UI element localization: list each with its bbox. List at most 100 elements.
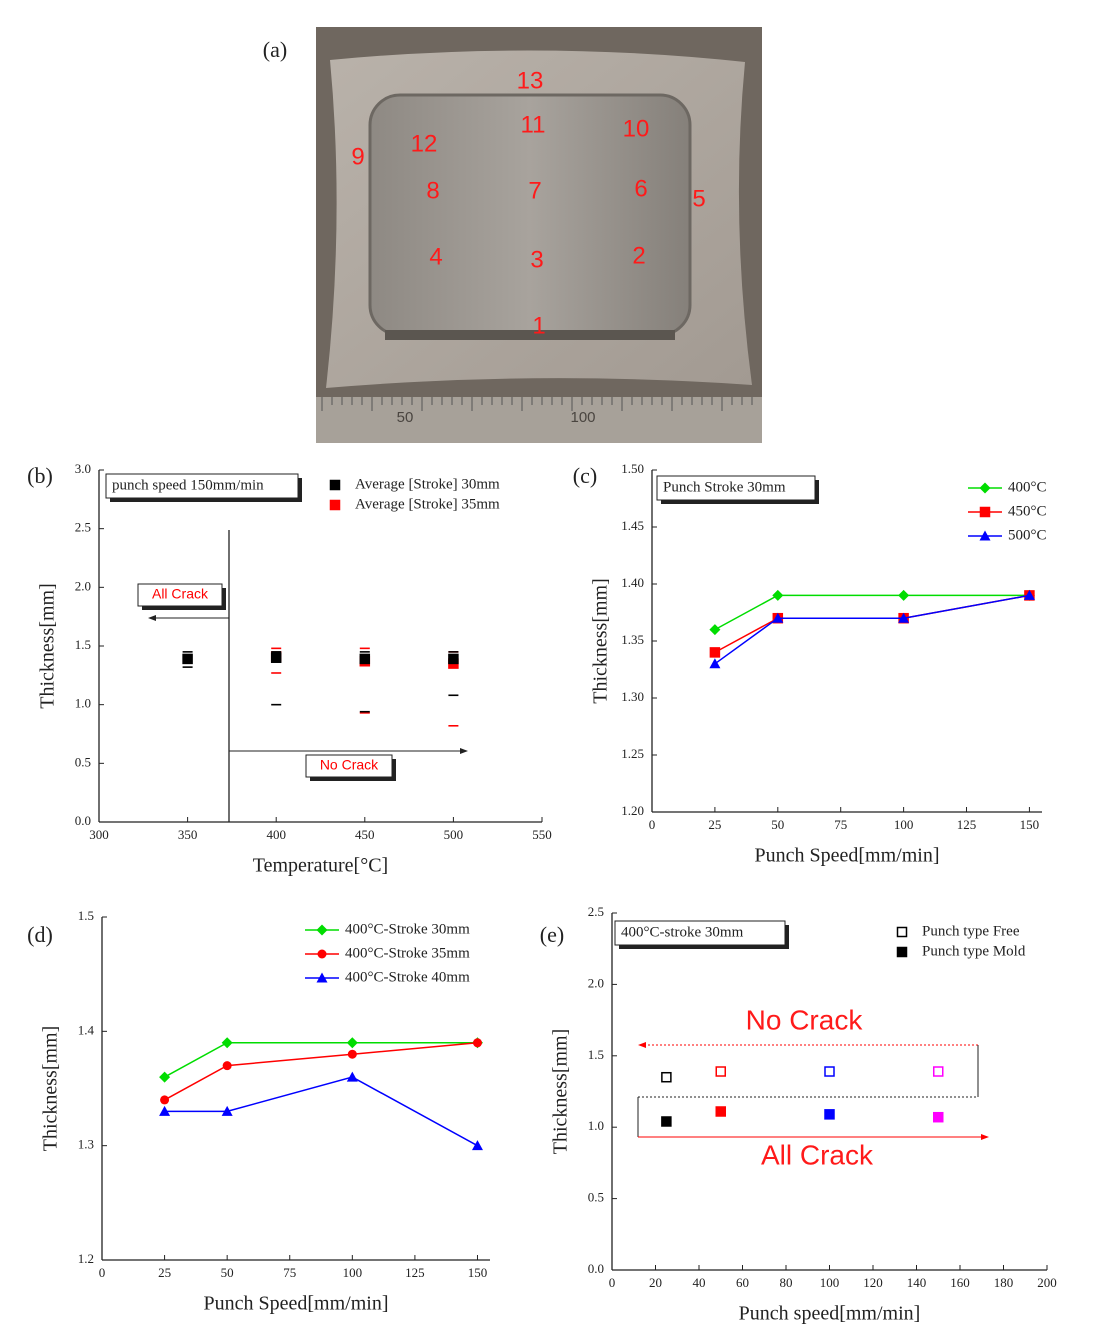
series-line — [714, 594, 1030, 631]
x-tick-label: 140 — [907, 1275, 927, 1290]
chart-title: 400°C-stroke 30mm — [621, 924, 744, 940]
marker — [933, 1111, 944, 1123]
point-number: 9 — [351, 143, 364, 170]
x-tick-label: 150 — [1020, 817, 1040, 832]
marker — [715, 1066, 726, 1077]
marker — [709, 647, 721, 658]
point-number: 2 — [632, 242, 645, 269]
x-tick-label: 125 — [405, 1265, 425, 1280]
x-tick-label: 400 — [266, 827, 286, 842]
x-tick-label: 200 — [1037, 1275, 1057, 1290]
x-tick-label: 40 — [693, 1275, 706, 1290]
y-axis-title: Thickness[mm] — [40, 1026, 62, 1152]
legend-marker — [317, 949, 327, 959]
legend-label: 500°C — [1008, 527, 1047, 543]
annotation: No Crack — [746, 1004, 864, 1035]
marker — [471, 1140, 483, 1151]
marker — [160, 1095, 170, 1105]
x-tick-label: 100 — [343, 1265, 363, 1280]
annotation-box — [305, 754, 393, 778]
marker — [359, 653, 371, 665]
x-tick-label: 125 — [957, 817, 977, 832]
panel-label: (a) — [263, 37, 287, 62]
x-axis-title: Punch Speed[mm/min] — [204, 1293, 389, 1315]
ruler-label: 100 — [570, 409, 595, 426]
legend-marker — [896, 946, 908, 958]
x-axis-title: Punch Speed[mm/min] — [755, 845, 940, 867]
y-axis-title: Thickness[mm] — [590, 578, 612, 704]
legend-marker — [329, 479, 341, 491]
chart-title: Punch Stroke 30mm — [663, 479, 786, 495]
x-tick-label: 80 — [780, 1275, 793, 1290]
annotation: All Crack — [761, 1139, 874, 1170]
point-number: 12 — [411, 130, 438, 157]
title-box — [614, 920, 786, 946]
legend-marker — [979, 530, 991, 541]
legend-marker — [329, 499, 341, 511]
point-number: 8 — [426, 177, 439, 204]
legend-marker — [979, 506, 991, 518]
panel-label: (e) — [540, 922, 564, 947]
y-tick-label: 1.45 — [621, 518, 644, 533]
marker — [346, 1037, 358, 1049]
x-tick-label: 150 — [468, 1265, 488, 1280]
y-tick-label: 1.5 — [78, 908, 94, 923]
marker — [182, 653, 193, 665]
arrow-head — [148, 615, 156, 621]
marker — [709, 624, 721, 636]
marker — [159, 1105, 171, 1116]
panel-label: (c) — [573, 463, 597, 488]
marker — [772, 589, 784, 601]
marker — [448, 653, 459, 665]
y-tick-label: 1.20 — [621, 803, 644, 818]
y-tick-label: 2.5 — [588, 904, 604, 919]
y-tick-label: 1.30 — [621, 689, 644, 704]
x-tick-label: 20 — [649, 1275, 662, 1290]
x-axis-title: Punch speed[mm/min] — [739, 1303, 921, 1325]
legend-marker — [316, 924, 328, 936]
y-tick-label: 0.0 — [588, 1261, 604, 1276]
marker — [1023, 589, 1035, 600]
x-tick-label: 75 — [834, 817, 847, 832]
legend-marker — [316, 972, 328, 983]
ruler-label: 50 — [397, 409, 414, 426]
point-number: 13 — [517, 67, 544, 94]
x-tick-label: 450 — [355, 827, 375, 842]
x-tick-label: 75 — [283, 1265, 296, 1280]
marker — [472, 1038, 482, 1048]
title-box — [656, 475, 816, 501]
point-number: 11 — [521, 111, 546, 138]
marker — [270, 652, 282, 663]
point-number: 1 — [532, 312, 545, 339]
x-tick-label: 50 — [771, 817, 784, 832]
x-tick-label: 180 — [994, 1275, 1014, 1290]
y-tick-label: 1.0 — [588, 1118, 604, 1133]
y-axis-title: Thickness[mm] — [550, 1029, 572, 1155]
x-tick-label: 0 — [99, 1265, 106, 1280]
marker — [715, 1106, 726, 1117]
series-line — [164, 1042, 478, 1078]
y-tick-label: 1.2 — [78, 1251, 94, 1266]
series-line — [164, 1076, 478, 1147]
x-tick-label: 160 — [950, 1275, 970, 1290]
x-tick-label: 50 — [221, 1265, 234, 1280]
marker — [898, 589, 910, 601]
y-tick-label: 1.25 — [621, 746, 644, 761]
x-tick-label: 100 — [894, 817, 914, 832]
part-shadow — [385, 330, 675, 340]
legend-marker — [979, 482, 991, 494]
legend-label: 400°C-Stroke 30mm — [345, 921, 470, 937]
y-tick-label: 3.0 — [75, 461, 91, 476]
x-tick-label: 100 — [820, 1275, 840, 1290]
x-tick-label: 120 — [863, 1275, 883, 1290]
point-number: 10 — [623, 115, 650, 142]
marker — [824, 1066, 835, 1077]
point-number: 5 — [692, 185, 705, 212]
y-tick-label: 0.5 — [75, 754, 91, 769]
y-tick-label: 0.0 — [75, 813, 91, 828]
x-tick-label: 25 — [158, 1265, 171, 1280]
legend-label: 400°C-Stroke 40mm — [345, 969, 470, 985]
annotation: All Crack — [152, 586, 209, 602]
y-tick-label: 2.0 — [588, 975, 604, 990]
point-number: 3 — [530, 246, 543, 273]
